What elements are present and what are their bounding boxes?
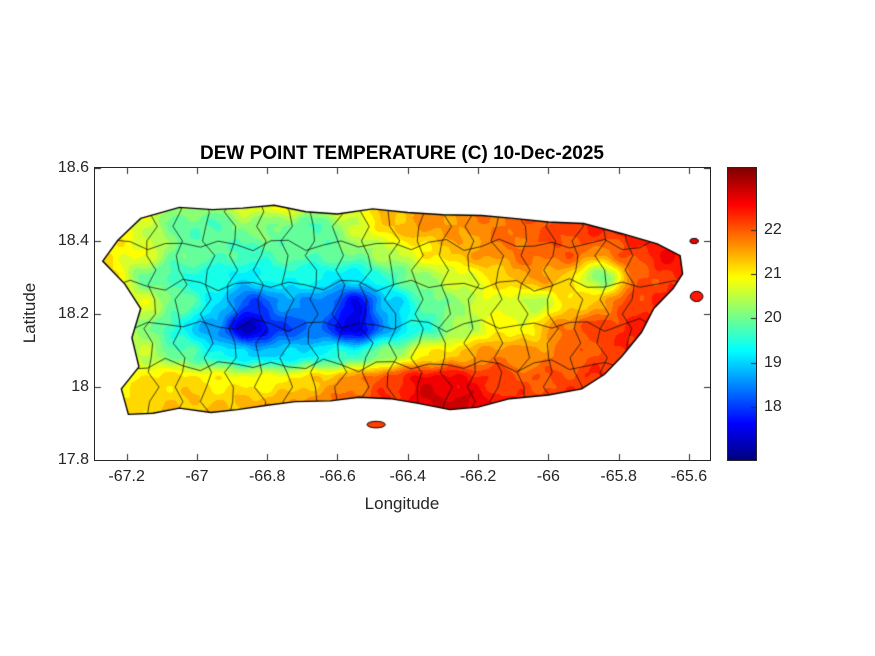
x-tick-label: -65.8: [600, 468, 637, 485]
colorbar-tick-label: 21: [764, 265, 782, 283]
y-axis-label: Latitude: [20, 282, 39, 344]
x-tick-label: -67.2: [108, 468, 145, 485]
plot-area: [94, 167, 711, 461]
x-tick-label: -65.6: [670, 468, 708, 485]
x-tick-label: -67: [185, 468, 209, 485]
colorbar-gradient: [728, 168, 756, 460]
colorbar-tick-label: 19: [764, 353, 782, 371]
colorbar-tick-label: 22: [764, 220, 782, 238]
heatmap-canvas: [95, 168, 710, 460]
y-tick-label: 18: [71, 378, 89, 395]
colorbar-tick-label: 18: [764, 397, 782, 415]
x-axis-label: Longitude: [364, 494, 440, 513]
x-tick-label: -66.8: [248, 468, 286, 485]
y-tick-label: 18.6: [57, 159, 89, 176]
x-tick-label: -66.2: [459, 468, 497, 485]
y-tick-label: 18.2: [57, 305, 89, 322]
y-tick-label: 17.8: [57, 451, 89, 468]
chart-title: DEW POINT TEMPERATURE (C) 10-Dec-2025: [200, 143, 604, 164]
colorbar: [727, 167, 757, 461]
x-tick-label: -66.6: [319, 468, 356, 485]
y-tick-label: 18.4: [57, 232, 89, 249]
colorbar-tick-label: 20: [764, 309, 782, 327]
x-tick-label: -66: [536, 468, 560, 485]
x-tick-label: -66.4: [389, 468, 426, 485]
